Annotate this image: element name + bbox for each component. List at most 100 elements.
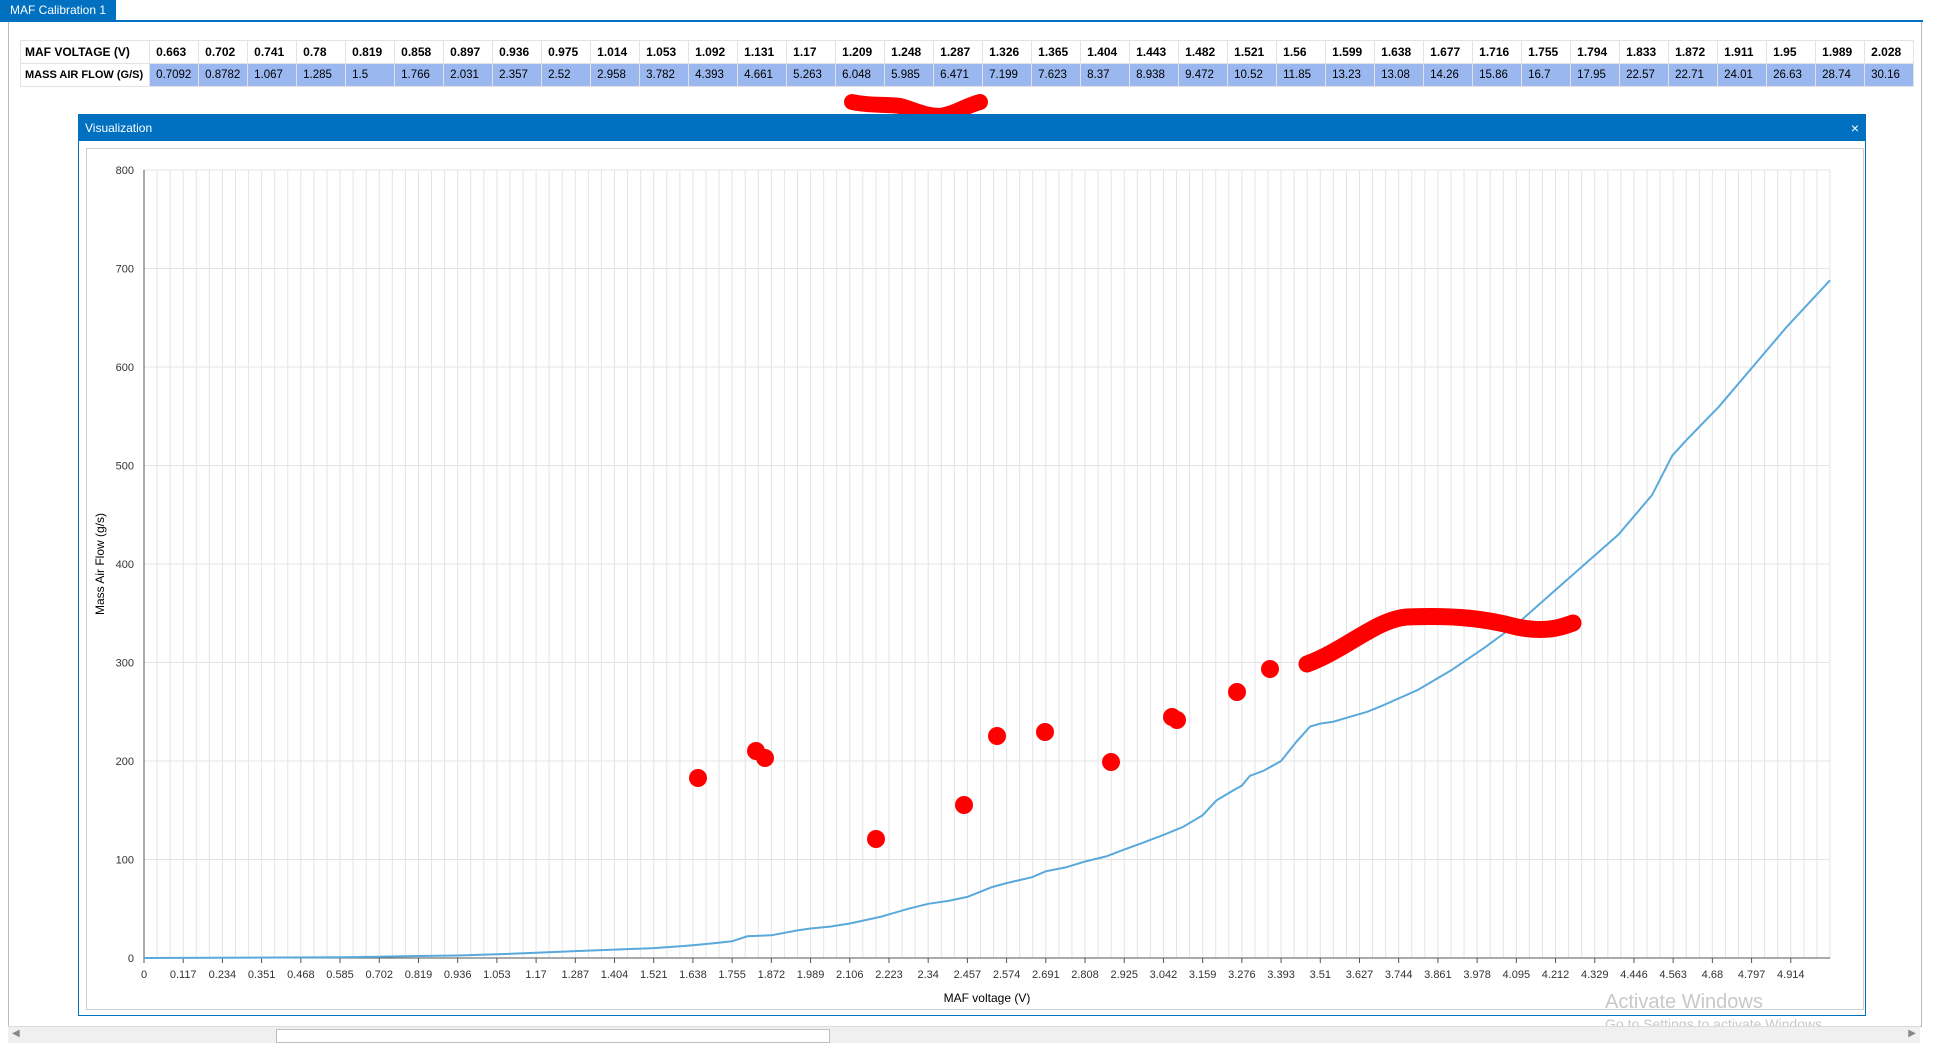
airflow-cell[interactable]: 22.57 [1619, 63, 1670, 87]
scrollbar-thumb[interactable] [276, 1029, 830, 1043]
y-tick-label: 800 [116, 165, 134, 177]
airflow-cell[interactable]: 13.23 [1325, 63, 1376, 87]
airflow-cell[interactable]: 2.357 [492, 63, 543, 87]
horizontal-scrollbar[interactable]: ◀ ▶ [8, 1026, 1920, 1043]
airflow-cell[interactable]: 4.661 [737, 63, 788, 87]
airflow-cell[interactable]: 6.471 [933, 63, 984, 87]
voltage-cell: 1.209 [835, 40, 886, 64]
voltage-cell: 1.794 [1570, 40, 1621, 64]
red-mark [867, 830, 885, 848]
red-mark [1261, 660, 1279, 678]
voltage-cell: 1.287 [933, 40, 984, 64]
scroll-left-icon[interactable]: ◀ [12, 1028, 20, 1039]
row-header-airflow: MASS AIR FLOW (G/S) [19, 63, 151, 87]
airflow-cell[interactable]: 2.031 [443, 63, 494, 87]
x-tick-label: 2.106 [836, 969, 864, 981]
x-tick-label: 4.446 [1620, 969, 1648, 981]
maf-chart: 0 100 200 300 400 500 600 700 800 0 0.117 0.234 0.35… [93, 165, 1831, 1005]
airflow-cell[interactable]: 0.8782 [198, 63, 249, 87]
airflow-cell[interactable]: 5.985 [884, 63, 935, 87]
airflow-cell[interactable]: 2.958 [590, 63, 641, 87]
x-tick-label: 3.51 [1310, 969, 1331, 981]
x-tick-label: 4.212 [1542, 969, 1570, 981]
y-tick-label: 700 [116, 264, 134, 276]
airflow-cell[interactable]: 9.472 [1178, 63, 1229, 87]
airflow-cell[interactable]: 10.52 [1227, 63, 1278, 87]
scroll-right-icon[interactable]: ▶ [1908, 1028, 1916, 1039]
voltage-cell: 0.702 [198, 40, 249, 64]
airflow-cell[interactable]: 2.52 [541, 63, 592, 87]
x-tick-label: 0.351 [248, 969, 276, 981]
x-tick-label: 3.861 [1424, 969, 1452, 981]
voltage-cell: 1.872 [1668, 40, 1719, 64]
red-mark [1168, 711, 1186, 729]
x-tick-label: 4.68 [1702, 969, 1723, 981]
x-tick-label: 4.095 [1503, 969, 1531, 981]
voltage-cell: 0.819 [345, 40, 396, 64]
voltage-cell: 2.028 [1864, 40, 1915, 64]
red-marks-layer [689, 607, 1582, 848]
airflow-cell[interactable]: 14.26 [1423, 63, 1474, 87]
x-tick-label: 2.574 [993, 969, 1021, 981]
airflow-cell[interactable]: 8.938 [1129, 63, 1180, 87]
voltage-cell: 0.897 [443, 40, 494, 64]
voltage-cell: 1.365 [1031, 40, 1082, 64]
airflow-cell[interactable]: 8.37 [1080, 63, 1131, 87]
x-tick-label: 3.744 [1385, 969, 1413, 981]
airflow-cell[interactable]: 28.74 [1815, 63, 1866, 87]
close-icon[interactable]: × [1850, 120, 1859, 136]
airflow-cell[interactable]: 17.95 [1570, 63, 1621, 87]
x-tick-label: 3.978 [1463, 969, 1491, 981]
voltage-row: MAF VOLTAGE (V) 0.663 0.702 0.741 0.78 0.819… [19, 40, 1915, 64]
airflow-cell[interactable]: 26.63 [1766, 63, 1817, 87]
tab-maf-calibration[interactable]: MAF Calibration 1 [0, 0, 117, 20]
x-tick-label: 2.925 [1110, 969, 1138, 981]
x-tick-label: 4.563 [1659, 969, 1687, 981]
airflow-cell[interactable]: 7.623 [1031, 63, 1082, 87]
red-mark [1228, 683, 1246, 701]
airflow-cell[interactable]: 4.393 [688, 63, 739, 87]
x-tick-label: 1.989 [797, 969, 825, 981]
voltage-cell: 0.741 [247, 40, 298, 64]
airflow-cell[interactable]: 22.71 [1668, 63, 1719, 87]
visualization-title: Visualization [85, 121, 153, 135]
airflow-cell[interactable]: 16.7 [1521, 63, 1572, 87]
voltage-cell: 1.404 [1080, 40, 1131, 64]
x-tick-label: 0.585 [326, 969, 354, 981]
voltage-cell: 1.989 [1815, 40, 1866, 64]
airflow-cell[interactable]: 11.85 [1276, 63, 1327, 87]
x-tick-label: 1.17 [525, 969, 546, 981]
voltage-cell: 1.755 [1521, 40, 1572, 64]
airflow-cell[interactable]: 3.782 [639, 63, 690, 87]
x-tick-label: 3.627 [1346, 969, 1374, 981]
red-mark [1036, 723, 1054, 741]
airflow-cell[interactable]: 30.16 [1864, 63, 1915, 87]
voltage-cell: 1.17 [786, 40, 837, 64]
airflow-cell[interactable]: 7.199 [982, 63, 1033, 87]
airflow-cell[interactable]: 15.86 [1472, 63, 1523, 87]
airflow-cell[interactable]: 6.048 [835, 63, 886, 87]
airflow-cell[interactable]: 5.263 [786, 63, 837, 87]
x-tick-label: 1.755 [718, 969, 746, 981]
x-tick-label: 0.936 [444, 969, 472, 981]
airflow-cell[interactable]: 1.285 [296, 63, 347, 87]
x-tick-label: 4.914 [1777, 969, 1805, 981]
airflow-cell[interactable]: 13.08 [1374, 63, 1425, 87]
airflow-cell[interactable]: 1.067 [247, 63, 298, 87]
voltage-cell: 0.78 [296, 40, 347, 64]
y-tick-label: 200 [116, 756, 134, 768]
row-header-voltage: MAF VOLTAGE (V) [19, 40, 151, 64]
watermark-line-1: Activate Windows [1605, 991, 1763, 1013]
airflow-cell[interactable]: 1.5 [345, 63, 396, 87]
chart-area: 0 100 200 300 400 500 600 700 800 0 0.117 0.234 0.35… [86, 148, 1864, 1010]
voltage-cell: 1.131 [737, 40, 788, 64]
voltage-cell: 1.521 [1227, 40, 1278, 64]
y-tick-label: 400 [116, 559, 134, 571]
x-tick-label: 2.457 [954, 969, 982, 981]
airflow-cell[interactable]: 24.01 [1717, 63, 1768, 87]
x-tick-label: 3.159 [1189, 969, 1217, 981]
airflow-cell[interactable]: 0.7092 [149, 63, 200, 87]
x-tick-label: 0.468 [287, 969, 315, 981]
airflow-cell[interactable]: 1.766 [394, 63, 445, 87]
voltage-cell: 1.599 [1325, 40, 1376, 64]
